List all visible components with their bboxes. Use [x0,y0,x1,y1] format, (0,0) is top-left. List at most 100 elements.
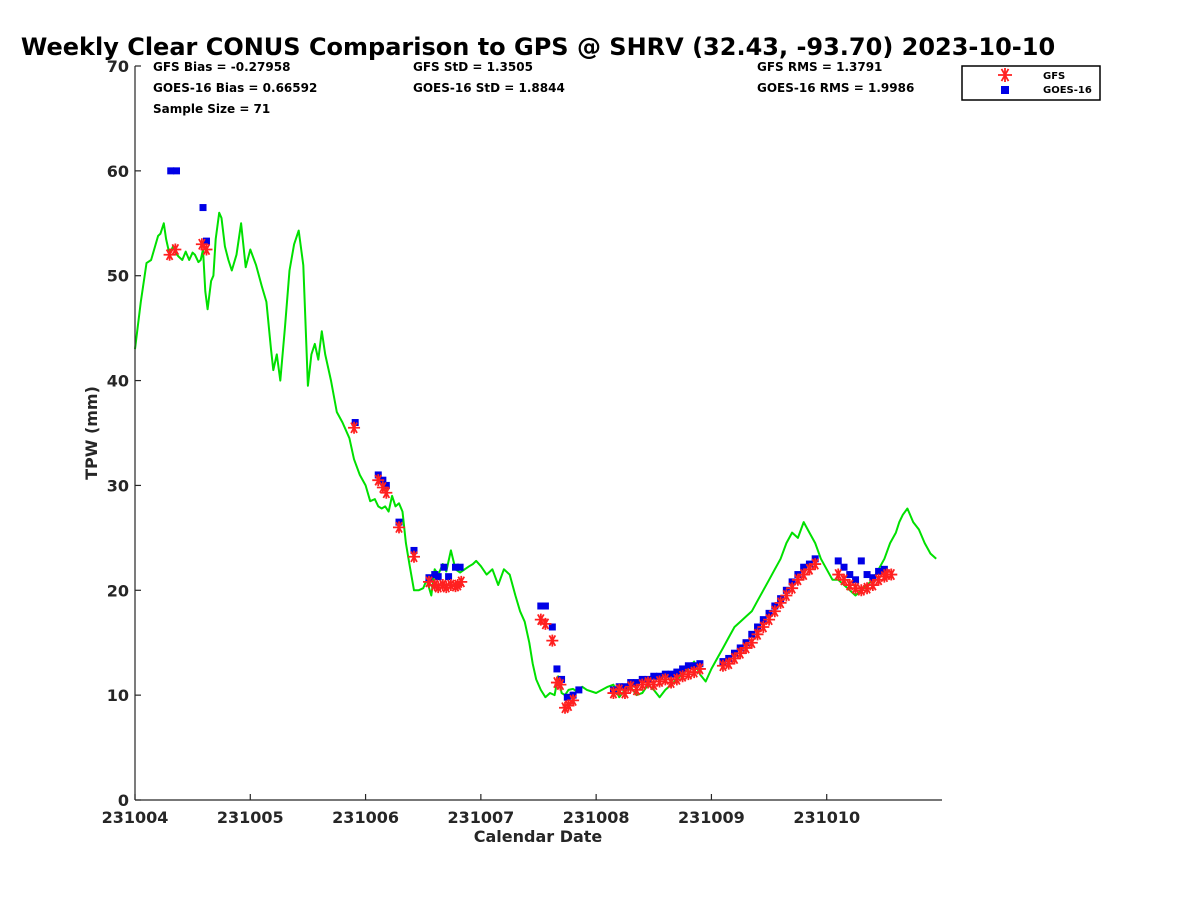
gfs-point [716,659,729,672]
goes16-point [202,237,210,245]
gfs-point [455,575,468,588]
x-tick-label: 231005 [217,808,284,827]
gfs-point [809,558,822,571]
goes16-point [632,679,640,687]
goes16-point [863,571,871,579]
gfs-point [849,582,862,595]
gfs-point [855,584,868,597]
gfs-point [647,678,660,691]
goes16-point [558,675,566,683]
goes16-point [410,546,418,554]
goes16-point [563,693,571,701]
goes16-point [650,672,658,680]
goes16-point [840,563,848,571]
gfs-point [763,613,776,626]
gfs-point [393,521,406,534]
goes16-point [445,573,453,581]
x-tick-label: 231009 [678,808,745,827]
gfs-point [440,581,453,594]
goes16-point [875,567,883,575]
y-tick-label: 10 [107,686,129,705]
goes16-point [846,571,854,579]
gfs-point [745,636,758,649]
gfs-point [372,474,385,487]
gfs-point [451,579,464,592]
goes16-point [575,686,583,694]
gfs-point [169,243,182,256]
gfs-point [682,668,695,681]
gfs-bias-stat: GFS Bias = -0.27958 [153,60,290,74]
gfs-point [539,617,552,630]
gfs-point [734,647,747,660]
gfs-point [872,573,885,586]
goes16-point [679,665,687,673]
x-axis-ticks: 231004 231005 231006 231007 231008 231009 2310… [102,794,860,827]
legend-gfs-marker [998,68,1012,82]
gfs-point [693,662,706,675]
legend-goes-marker [1001,86,1009,94]
goes16-point [788,578,796,586]
gfs-point [163,248,176,261]
gfs-point [422,575,435,588]
gfs-rms-stat: GFS RMS = 1.3791 [757,60,882,74]
gfs-point [567,694,580,707]
goes16-point [434,573,442,581]
legend-goes-label: GOES-16 [1043,85,1092,96]
gfs-point [449,580,462,593]
goes16-point [456,563,464,571]
gfs-point [428,579,441,592]
y-axis-label: TPW (mm) [82,386,101,480]
gfs-point [546,634,559,647]
gfs-point [200,243,213,256]
gfs-point [885,568,898,581]
gfs-point [554,678,567,691]
goes16-point [351,419,359,427]
gfs-point [878,570,891,583]
gfs-point [838,573,851,586]
goes16-point [684,662,692,670]
gfs-point [630,683,643,696]
gfs-point [380,486,393,499]
goes16-point [167,167,175,175]
gfs-point [559,701,572,714]
gfs-point [688,666,701,679]
goes16-point [857,557,865,565]
legend: GFS GOES-16 [961,65,1101,101]
gfs-point [757,620,770,633]
gps-tpw-line [134,211,937,699]
goes16-point [765,609,773,617]
gfs-point [407,550,420,563]
gfs-point [550,676,563,689]
chart-title: Weekly Clear CONUS Comparison to GPS @ S… [21,33,1055,61]
gfs-point [774,596,787,609]
goes16-point [852,576,860,584]
gfs-std-stat: GFS StD = 1.3505 [413,60,533,74]
gfs-point [803,563,816,576]
y-tick-label: 0 [118,791,129,810]
gfs-point [670,673,683,686]
gfs-point [613,683,626,696]
gfs-point [768,605,781,618]
gfs-point [432,581,445,594]
x-tick-label: 231007 [447,808,514,827]
legend-goes-square [1001,86,1009,94]
gfs-point [659,673,672,686]
gfs-point [832,568,845,581]
goes16-point [199,204,207,212]
goes16-point [173,167,181,175]
y-tick-label: 20 [107,581,129,600]
x-tick-label: 231010 [793,808,860,827]
goes16-point [451,563,459,571]
gfs-point [618,687,631,700]
gfs-point [722,657,735,670]
x-axis-label: Calendar Date [474,827,603,846]
gfs-point [676,670,689,683]
gfs-point [376,481,389,494]
goes16-point [548,623,556,631]
goes-rms-stat: GOES-16 RMS = 1.9986 [757,81,914,95]
gfs-point [444,579,457,592]
y-tick-label: 30 [107,476,129,495]
legend-gfs-label: GFS [1043,71,1065,82]
gfs-point [866,579,879,592]
